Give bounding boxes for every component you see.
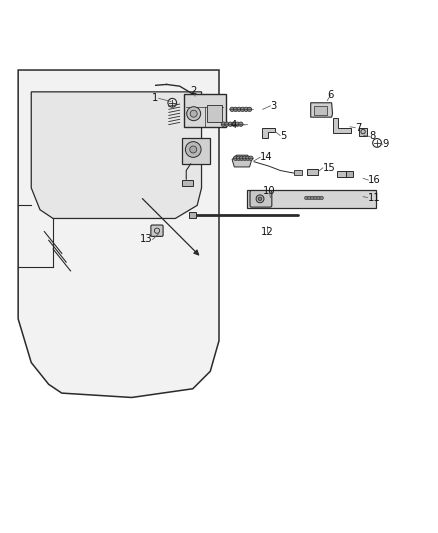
Circle shape bbox=[240, 156, 244, 160]
Circle shape bbox=[237, 156, 241, 160]
Circle shape bbox=[230, 107, 234, 111]
Circle shape bbox=[320, 196, 323, 200]
Text: 14: 14 bbox=[260, 152, 273, 163]
Text: 10: 10 bbox=[263, 187, 276, 196]
FancyBboxPatch shape bbox=[184, 94, 226, 127]
Circle shape bbox=[246, 156, 250, 160]
Text: 16: 16 bbox=[368, 175, 381, 185]
Circle shape bbox=[233, 156, 238, 160]
Text: 12: 12 bbox=[261, 228, 273, 237]
Polygon shape bbox=[311, 103, 332, 117]
Circle shape bbox=[237, 107, 241, 111]
FancyBboxPatch shape bbox=[307, 169, 318, 175]
Circle shape bbox=[185, 142, 201, 157]
Circle shape bbox=[190, 110, 197, 117]
Text: 6: 6 bbox=[327, 91, 333, 100]
Text: 7: 7 bbox=[355, 123, 362, 133]
Polygon shape bbox=[31, 92, 201, 219]
FancyBboxPatch shape bbox=[337, 171, 346, 176]
FancyBboxPatch shape bbox=[247, 190, 376, 207]
Circle shape bbox=[244, 107, 248, 111]
Circle shape bbox=[247, 107, 252, 111]
Text: 5: 5 bbox=[280, 131, 286, 141]
FancyBboxPatch shape bbox=[182, 138, 210, 164]
Circle shape bbox=[258, 197, 262, 200]
Text: 1: 1 bbox=[152, 93, 159, 103]
Circle shape bbox=[314, 196, 317, 200]
Polygon shape bbox=[232, 155, 252, 167]
Text: 4: 4 bbox=[230, 120, 237, 131]
Circle shape bbox=[249, 156, 253, 160]
Circle shape bbox=[187, 107, 201, 120]
Polygon shape bbox=[262, 128, 275, 138]
FancyBboxPatch shape bbox=[207, 105, 222, 123]
FancyBboxPatch shape bbox=[346, 171, 353, 176]
Circle shape bbox=[190, 146, 197, 153]
FancyBboxPatch shape bbox=[359, 128, 367, 135]
FancyBboxPatch shape bbox=[151, 225, 163, 236]
Text: 9: 9 bbox=[383, 139, 389, 149]
FancyBboxPatch shape bbox=[314, 106, 327, 115]
Circle shape bbox=[232, 122, 236, 126]
Polygon shape bbox=[18, 70, 219, 398]
FancyBboxPatch shape bbox=[250, 190, 272, 207]
Circle shape bbox=[233, 107, 238, 111]
Text: 13: 13 bbox=[140, 235, 152, 245]
Circle shape bbox=[225, 122, 229, 126]
Circle shape bbox=[221, 122, 226, 126]
FancyBboxPatch shape bbox=[182, 180, 193, 185]
Text: 3: 3 bbox=[271, 101, 277, 111]
Text: 2: 2 bbox=[191, 86, 197, 96]
Circle shape bbox=[239, 122, 243, 126]
Text: 11: 11 bbox=[367, 192, 380, 203]
Circle shape bbox=[240, 107, 245, 111]
Circle shape bbox=[256, 195, 264, 203]
Polygon shape bbox=[333, 118, 351, 133]
Text: 8: 8 bbox=[370, 132, 376, 141]
Text: 15: 15 bbox=[323, 163, 336, 173]
Circle shape bbox=[243, 156, 247, 160]
Circle shape bbox=[317, 196, 320, 200]
Circle shape bbox=[235, 122, 240, 126]
FancyBboxPatch shape bbox=[189, 212, 196, 217]
Circle shape bbox=[228, 122, 233, 126]
Circle shape bbox=[304, 196, 308, 200]
FancyBboxPatch shape bbox=[294, 171, 302, 175]
Circle shape bbox=[307, 196, 311, 200]
Circle shape bbox=[311, 196, 314, 200]
